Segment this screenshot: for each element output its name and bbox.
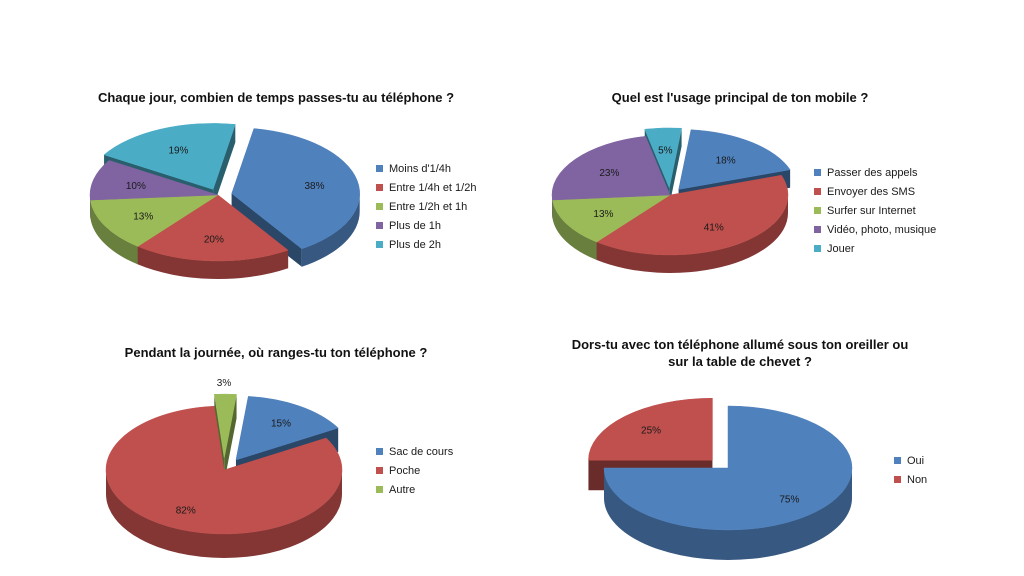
legend-label: Plus de 2h xyxy=(389,239,441,251)
chart-title: sur la table de chevet ? xyxy=(668,354,812,369)
legend-swatch xyxy=(814,169,821,176)
legend-label: Plus de 1h xyxy=(389,220,441,232)
chart-phone-storage-daytime: Pendant la journée, où ranges-tu ton tél… xyxy=(105,345,454,558)
data-label: 75% xyxy=(779,495,799,506)
legend-label: Surfer sur Internet xyxy=(827,205,916,217)
data-label: 23% xyxy=(599,168,619,179)
legend-item-plus-de-2h: Plus de 2h xyxy=(376,239,441,251)
legend-label: Entre 1/4h et 1/2h xyxy=(389,182,476,194)
legend-label: Non xyxy=(907,474,927,486)
legend-item-oui: Oui xyxy=(894,455,924,467)
pie-slice-video-photo-musique xyxy=(551,136,671,201)
legend-item-plus-de-1h: Plus de 1h xyxy=(376,220,441,232)
legend-swatch xyxy=(376,222,383,229)
legend-item-moins-d-1-4h: Moins d'1/4h xyxy=(376,163,451,175)
legend-item-surfer-sur-internet: Surfer sur Internet xyxy=(814,205,916,217)
pie-slice-passer-des-appels xyxy=(678,129,791,190)
chart-sleep-with-phone: Dors-tu avec ton téléphone allumé sous t… xyxy=(572,337,927,560)
chart-daily-phone-time: Chaque jour, combien de temps passes-tu … xyxy=(89,90,476,279)
legend-swatch xyxy=(814,188,821,195)
legend-item-autre: Autre xyxy=(376,484,415,496)
legend-swatch xyxy=(376,165,383,172)
legend-label: Vidéo, photo, musique xyxy=(827,224,936,236)
legend-label: Entre 1/2h et 1h xyxy=(389,201,467,213)
legend-item-entre-1-4h-et-1-2h: Entre 1/4h et 1/2h xyxy=(376,182,476,194)
legend-label: Passer des appels xyxy=(827,167,918,179)
legend-swatch xyxy=(814,207,821,214)
chart-main-mobile-usage: Quel est l'usage principal de ton mobile… xyxy=(551,90,936,273)
data-label: 18% xyxy=(716,155,736,166)
data-label: 13% xyxy=(133,211,153,222)
legend-item-jouer: Jouer xyxy=(814,243,855,255)
legend-swatch xyxy=(376,486,383,493)
data-label: 19% xyxy=(168,146,188,157)
pie-slice-sac-de-cours xyxy=(235,396,339,461)
legend-swatch xyxy=(894,457,901,464)
legend-label: Oui xyxy=(907,455,924,467)
pie-slice-moins-d-1-4h xyxy=(231,128,360,250)
legend-label: Envoyer des SMS xyxy=(827,186,915,198)
pie-slice-entre-1-4h-et-1-2h xyxy=(137,194,289,262)
legend-item-video-photo-musique: Vidéo, photo, musique xyxy=(814,224,936,236)
data-label: 15% xyxy=(271,418,291,429)
legend-swatch xyxy=(376,448,383,455)
chart-title: Pendant la journée, où ranges-tu ton tél… xyxy=(125,345,428,360)
pie-slice-non xyxy=(588,397,713,461)
data-label: 20% xyxy=(204,235,224,246)
legend-label: Jouer xyxy=(827,243,855,255)
pie-slice-jouer xyxy=(644,127,682,189)
data-label: 38% xyxy=(304,181,324,192)
legend-swatch xyxy=(894,476,901,483)
pie-slice-plus-de-2h xyxy=(103,123,236,190)
legend-item-envoyer-des-sms: Envoyer des SMS xyxy=(814,186,915,198)
legend-label: Poche xyxy=(389,465,420,477)
data-label: 41% xyxy=(704,222,724,233)
pie-slice-surfer-sur-internet xyxy=(552,194,671,243)
pie-slice-entre-1-2h-et-1h xyxy=(90,194,219,247)
data-label: 5% xyxy=(658,146,673,157)
chart-title: Dors-tu avec ton téléphone allumé sous t… xyxy=(572,337,909,352)
chart-title: Chaque jour, combien de temps passes-tu … xyxy=(98,90,454,105)
legend-swatch xyxy=(376,184,383,191)
legend-label: Sac de cours xyxy=(389,446,454,458)
pie-slice-envoyer-des-sms xyxy=(596,174,789,256)
legend-item-sac-de-cours: Sac de cours xyxy=(376,446,454,458)
data-label: 10% xyxy=(126,181,146,192)
legend-swatch xyxy=(376,241,383,248)
pie-slice-autre xyxy=(214,393,237,459)
legend-swatch xyxy=(814,226,821,233)
data-label: 13% xyxy=(593,209,613,220)
pie-slice-plus-de-1h xyxy=(89,160,219,201)
legend-item-non: Non xyxy=(894,474,927,486)
legend-label: Moins d'1/4h xyxy=(389,163,451,175)
legend-item-entre-1-2h-et-1h: Entre 1/2h et 1h xyxy=(376,201,467,213)
legend-label: Autre xyxy=(389,484,415,496)
data-label: 3% xyxy=(217,378,232,389)
legend-swatch xyxy=(376,467,383,474)
legend-item-poche: Poche xyxy=(376,465,420,477)
data-label: 82% xyxy=(176,506,196,517)
pie-slice-oui xyxy=(603,405,853,531)
chart-title: Quel est l'usage principal de ton mobile… xyxy=(612,90,869,105)
legend-item-passer-des-appels: Passer des appels xyxy=(814,167,918,179)
legend-swatch xyxy=(814,245,821,252)
pie-slice-poche xyxy=(105,405,343,535)
data-label: 25% xyxy=(641,426,661,437)
legend-swatch xyxy=(376,203,383,210)
